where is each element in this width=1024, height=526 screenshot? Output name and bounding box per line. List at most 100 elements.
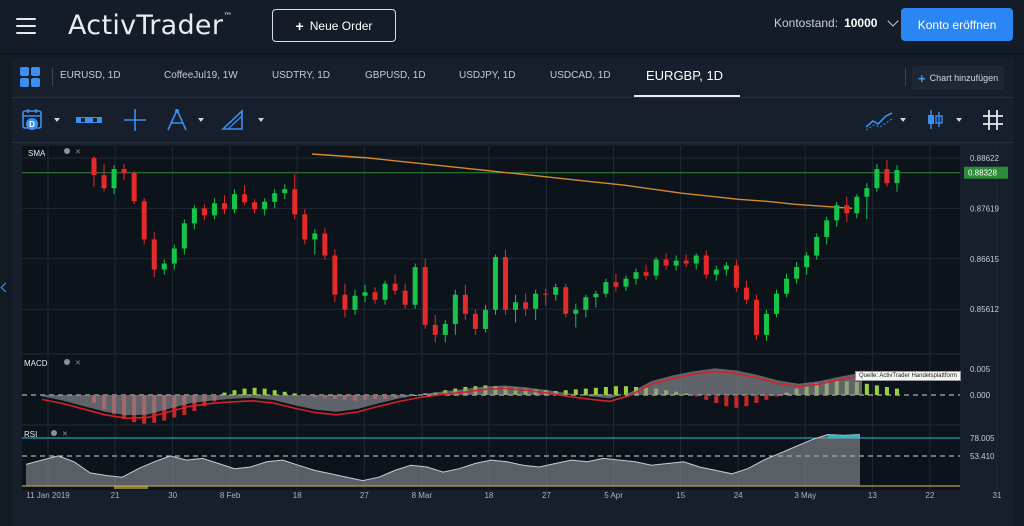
candle-body <box>663 259 669 266</box>
plus-icon: + <box>295 17 304 34</box>
new-order-button[interactable]: + Neue Order <box>272 9 396 42</box>
x-tick-label: 21 <box>111 491 120 500</box>
candle-body <box>633 272 639 279</box>
candle-body <box>382 283 388 300</box>
candle-body <box>181 223 187 249</box>
tab-coffeejul19[interactable]: CoffeeJul19, 1W <box>164 70 238 81</box>
price-tick-label: 0.88622 <box>970 154 999 163</box>
chart-toolbar: D <box>12 99 1014 143</box>
candle-body <box>101 175 107 189</box>
candle-body <box>763 313 769 335</box>
new-order-label: Neue Order <box>309 18 373 33</box>
settings-icon <box>51 430 57 436</box>
grid-layout-icon[interactable] <box>20 67 40 87</box>
macd-histogram-bar <box>744 395 749 407</box>
tab-usdtry[interactable]: USDTRY, 1D <box>272 70 330 81</box>
candle-body <box>503 257 509 310</box>
candle-body <box>583 297 589 310</box>
caret-down-icon[interactable] <box>54 118 60 122</box>
candle-body <box>141 201 147 240</box>
rsi-pane-label: RSI <box>24 430 37 439</box>
tab-eurusd[interactable]: EURUSD, 1D <box>60 70 121 81</box>
candle-body <box>492 257 498 310</box>
crosshair-icon[interactable] <box>122 107 148 133</box>
candle-body <box>402 290 408 305</box>
caret-down-icon[interactable] <box>198 118 204 122</box>
candle-body <box>733 265 739 288</box>
tab-divider <box>52 68 53 86</box>
tab-usdjpy[interactable]: USDJPY, 1D <box>459 70 516 81</box>
candle-body <box>523 302 529 309</box>
close-icon: ✕ <box>62 431 68 438</box>
candle-body <box>573 309 579 314</box>
candlestick-icon[interactable] <box>924 107 946 133</box>
candle-body <box>743 287 749 300</box>
calendar-d-icon[interactable]: D <box>20 107 46 133</box>
settings-icon <box>64 148 70 154</box>
rsi-oversold-area <box>114 486 148 489</box>
candle-body <box>513 302 519 310</box>
tab-gbpusd[interactable]: GBPUSD, 1D <box>365 70 426 81</box>
caret-down-icon[interactable] <box>956 118 962 122</box>
candle-body <box>703 255 709 275</box>
macd-histogram-bar <box>894 388 899 395</box>
add-chart-button[interactable]: + Chart hinzufügen <box>912 66 1005 90</box>
price-pane <box>22 146 960 353</box>
macd-histogram-bar <box>282 391 287 395</box>
candle-body <box>442 323 448 335</box>
x-tick-label: 13 <box>868 491 877 500</box>
candle-body <box>282 189 288 194</box>
macd-histogram-bar <box>272 390 277 395</box>
x-tick-label: 18 <box>293 491 302 500</box>
open-account-button[interactable]: Konto eröffnen <box>901 8 1013 41</box>
candle-body <box>874 169 880 189</box>
ruler-draw-icon[interactable] <box>220 107 246 133</box>
macd-histogram-bar <box>874 385 879 395</box>
candle-body <box>543 293 549 295</box>
macd-histogram-bar <box>864 383 869 395</box>
macd-histogram-bar <box>232 390 237 395</box>
candle-body <box>794 267 800 279</box>
fibonacci-icon[interactable] <box>164 107 190 133</box>
balance-dropdown[interactable]: Kontostand: 10000 <box>774 15 900 30</box>
caret-down-icon[interactable] <box>900 118 906 122</box>
price-chart[interactable]: 11 Jan 2019 21 30 8 Feb 18 27 8 Mar 18 27 5 Apr 15… <box>12 146 1014 526</box>
candle-body <box>322 233 328 256</box>
tab-eurgbp[interactable]: EURGBP, 1D <box>646 68 724 83</box>
tab-usdcad[interactable]: USDCAD, 1D <box>550 70 611 81</box>
balance-label: Kontostand: <box>774 16 839 30</box>
macd-histogram-bar <box>192 395 197 411</box>
macd-histogram-bar <box>774 395 779 397</box>
chart-tabs: EURUSD, 1D CoffeeJul19, 1W USDTRY, 1D GB… <box>12 58 1014 98</box>
hamburger-icon[interactable] <box>16 18 36 34</box>
caret-down-icon[interactable] <box>258 118 264 122</box>
tab-divider <box>905 68 906 86</box>
grid-hash-icon[interactable] <box>980 107 1006 133</box>
current-price-label: 0.88328 <box>968 169 997 178</box>
candle-body <box>753 299 759 335</box>
macd-histogram-bar <box>583 388 588 395</box>
app-logo[interactable]: ActivTrader™ <box>68 10 233 41</box>
rsi-tick-label: 53.410 <box>970 452 995 461</box>
indicator-icon[interactable] <box>864 107 894 133</box>
candle-body <box>844 205 850 214</box>
macd-histogram-bar <box>252 387 257 395</box>
candle-body <box>211 203 217 216</box>
candle-body <box>432 324 438 335</box>
x-tick-label: 24 <box>734 491 743 500</box>
sma-pane-label: SMA <box>28 149 46 158</box>
chevron-left-icon[interactable] <box>0 282 11 293</box>
candle-body <box>161 263 167 270</box>
close-icon: ✕ <box>75 149 81 156</box>
candle-body <box>201 208 207 216</box>
candle-body <box>191 208 197 224</box>
line-chart-icon[interactable] <box>74 107 104 133</box>
candle-body <box>784 278 790 294</box>
balance-value: 10000 <box>844 16 878 30</box>
macd-histogram-bar <box>734 395 739 408</box>
macd-area <box>42 368 862 416</box>
macd-histogram-bar <box>884 387 889 395</box>
candle-body <box>412 267 418 305</box>
chart-panel: EURUSD, 1D CoffeeJul19, 1W USDTRY, 1D GB… <box>0 58 1014 526</box>
candle-body <box>171 248 177 264</box>
